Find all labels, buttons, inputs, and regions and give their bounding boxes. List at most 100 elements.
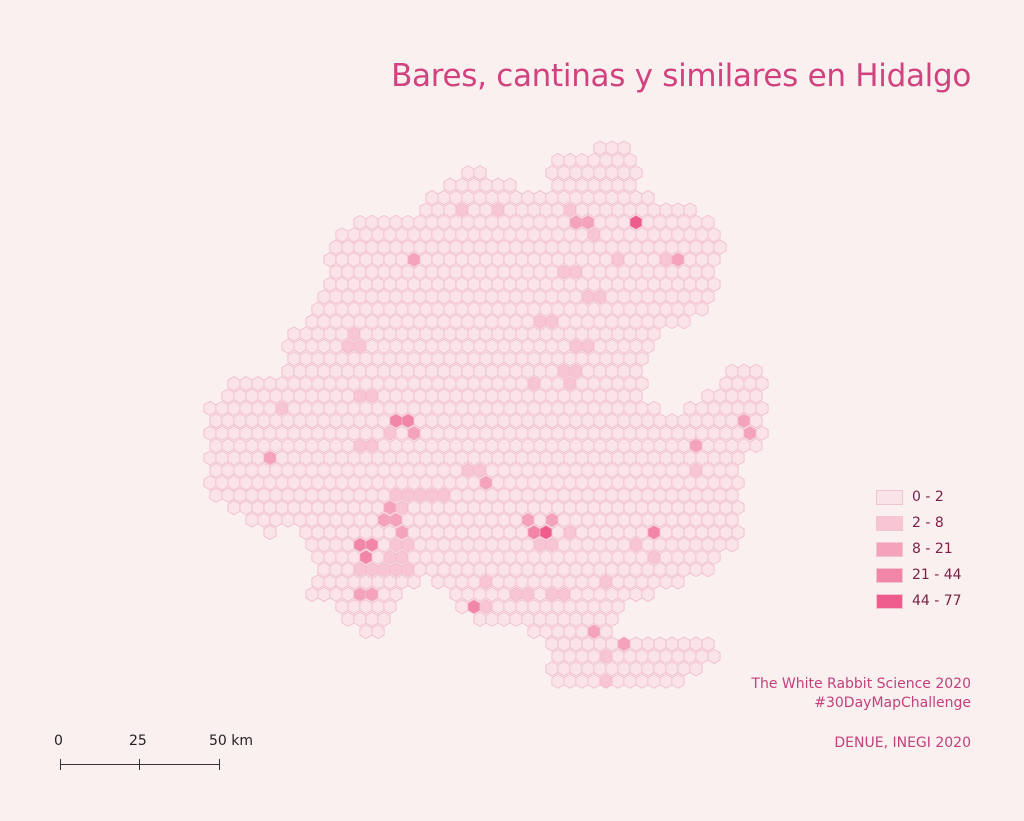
hex-cell xyxy=(623,351,637,367)
hex-cell xyxy=(635,227,649,243)
hex-cell xyxy=(527,301,541,317)
hex-cell xyxy=(575,152,589,168)
hex-cell xyxy=(443,177,457,193)
hex-cell xyxy=(479,450,493,466)
hex-cell xyxy=(359,549,373,565)
hex-cell xyxy=(629,636,643,652)
legend-label: 0 - 2 xyxy=(912,489,944,505)
hex-cell xyxy=(365,562,379,578)
hex-cell xyxy=(329,512,343,528)
hex-cell xyxy=(485,438,499,454)
hex-cell xyxy=(515,276,529,292)
hex-cell xyxy=(467,252,481,268)
hex-cell xyxy=(599,301,613,317)
hex-cell xyxy=(533,363,547,379)
hex-cell xyxy=(659,202,673,218)
legend-label: 21 - 44 xyxy=(912,567,962,583)
hex-cell xyxy=(551,351,565,367)
hex-cell xyxy=(545,611,559,627)
hex-cell xyxy=(311,326,325,342)
hex-cell xyxy=(647,648,661,664)
hex-cell xyxy=(497,462,511,478)
hex-cell xyxy=(659,648,673,664)
hex-cell xyxy=(551,376,565,392)
hex-cell xyxy=(257,438,271,454)
hex-cell xyxy=(299,450,313,466)
credit-line: The White Rabbit Science 2020 xyxy=(751,676,971,692)
hex-cell xyxy=(557,611,571,627)
hex-cell xyxy=(455,252,469,268)
hex-cell xyxy=(455,450,469,466)
hex-cell xyxy=(425,537,439,553)
hex-cell xyxy=(551,202,565,218)
hex-cell xyxy=(641,214,655,230)
hex-cell xyxy=(491,276,505,292)
hex-cell xyxy=(389,512,403,528)
hex-cell xyxy=(593,611,607,627)
hex-cell xyxy=(593,338,607,354)
hex-cell xyxy=(635,376,649,392)
hex-cell xyxy=(305,338,319,354)
hex-cell xyxy=(311,524,325,540)
hex-cell xyxy=(641,438,655,454)
hex-cell xyxy=(329,264,343,280)
hex-cell xyxy=(599,227,613,243)
hex-cell xyxy=(587,351,601,367)
hex-cell xyxy=(527,624,541,640)
hex-cell xyxy=(215,450,229,466)
hex-cell xyxy=(365,388,379,404)
hex-cell xyxy=(401,338,415,354)
hex-cell xyxy=(527,475,541,491)
hex-cell xyxy=(623,252,637,268)
hex-cell xyxy=(425,462,439,478)
hex-cell xyxy=(347,276,361,292)
hex-cell xyxy=(719,475,733,491)
hex-cell xyxy=(389,562,403,578)
hex-cell xyxy=(443,227,457,243)
hex-cell xyxy=(599,425,613,441)
hex-cell xyxy=(335,500,349,516)
hex-cell xyxy=(701,413,715,429)
hex-cell xyxy=(251,376,265,392)
hex-cell xyxy=(287,400,301,416)
hex-cell xyxy=(323,425,337,441)
hex-cell xyxy=(509,462,523,478)
hex-cell xyxy=(581,562,595,578)
hex-cell xyxy=(425,239,439,255)
hex-cell xyxy=(545,190,559,206)
hex-cell xyxy=(353,537,367,553)
hex-cell xyxy=(563,574,577,590)
hex-cell xyxy=(575,227,589,243)
hex-cell xyxy=(701,239,715,255)
hex-cell xyxy=(323,276,337,292)
hex-cell xyxy=(251,500,265,516)
hex-cell xyxy=(257,413,271,429)
hex-cell xyxy=(245,413,259,429)
hex-cell xyxy=(563,450,577,466)
hex-cell xyxy=(671,500,685,516)
hex-cell xyxy=(605,214,619,230)
hex-cell xyxy=(593,661,607,677)
hex-cell xyxy=(677,289,691,305)
hex-cell xyxy=(695,276,709,292)
hex-cell xyxy=(563,648,577,664)
hex-cell xyxy=(569,512,583,528)
hex-cell xyxy=(269,388,283,404)
hex-cell xyxy=(407,425,421,441)
hex-cell xyxy=(395,351,409,367)
hex-cell xyxy=(569,338,583,354)
hex-cell xyxy=(539,376,553,392)
hex-cell xyxy=(287,351,301,367)
hex-cell xyxy=(593,140,607,156)
hex-cell xyxy=(503,524,517,540)
hex-cell xyxy=(671,227,685,243)
hex-cell xyxy=(305,537,319,553)
hex-cell xyxy=(593,512,607,528)
hex-cell xyxy=(473,438,487,454)
hex-cell xyxy=(347,549,361,565)
hex-cell xyxy=(677,462,691,478)
hex-cell xyxy=(701,264,715,280)
hex-cell xyxy=(209,462,223,478)
hex-cell xyxy=(467,524,481,540)
